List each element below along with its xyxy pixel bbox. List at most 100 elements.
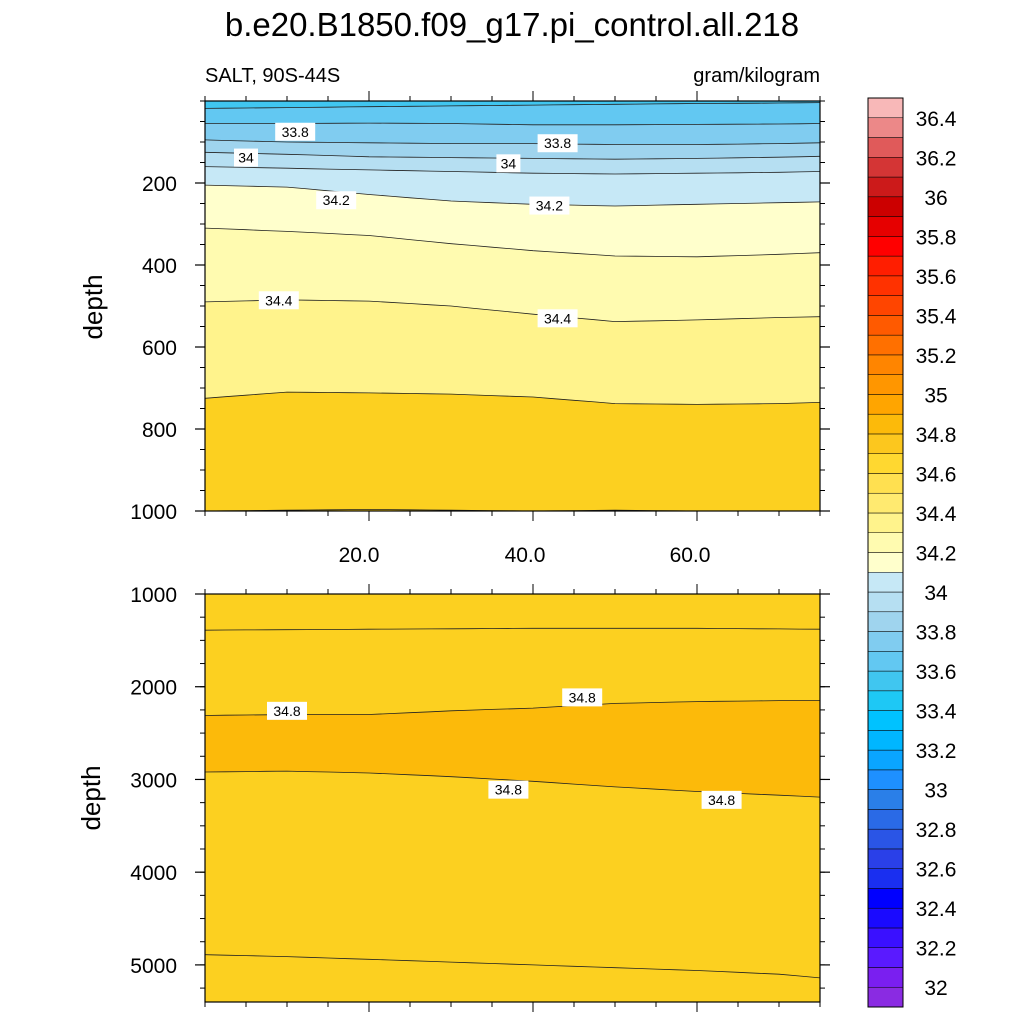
contour-line xyxy=(205,954,820,979)
colorbar-label: 33.6 xyxy=(916,661,957,684)
figure-title: b.e20.B1850.f09_g17.pi_control.all.218 xyxy=(225,6,799,43)
svg-text:34.4: 34.4 xyxy=(544,310,571,326)
y-tick-label: 4000 xyxy=(130,862,177,885)
svg-text:33.8: 33.8 xyxy=(282,124,309,140)
colorbar-swatch xyxy=(867,631,904,652)
colorbar-swatch xyxy=(867,690,904,711)
colorbar-swatch xyxy=(867,749,904,771)
x-tick-labels: 20.0 40.0 60.0 xyxy=(339,544,711,567)
y-tick-label: 2000 xyxy=(130,677,177,700)
lower-y-axis-label: depth xyxy=(76,765,106,830)
x-tick-label: 40.0 xyxy=(505,544,546,567)
colorbar-swatch xyxy=(867,334,904,356)
x-tick-label: 60.0 xyxy=(670,544,711,567)
colorbar-label: 36.4 xyxy=(916,108,957,131)
contour-label: 34 xyxy=(234,148,258,167)
contour-line xyxy=(205,166,820,175)
colorbar-swatch xyxy=(867,512,904,533)
colorbar-swatch xyxy=(867,354,904,375)
svg-text:34.2: 34.2 xyxy=(536,198,563,214)
colorbar-swatch xyxy=(867,117,904,138)
contour-label: 34.2 xyxy=(316,191,357,210)
contour-label: 34.2 xyxy=(529,196,570,215)
plot-frame xyxy=(204,593,821,1003)
colorbar-swatch xyxy=(867,809,904,830)
colorbar-label: 34.4 xyxy=(916,503,957,526)
contour-label: 34.4 xyxy=(258,291,299,310)
colorbar-label: 35.8 xyxy=(916,226,957,249)
contour-label: 34.8 xyxy=(488,780,529,799)
colorbar-swatch xyxy=(867,730,904,751)
colorbar-label: 33 xyxy=(924,780,947,803)
colorbar-swatch xyxy=(867,532,904,553)
colorbar-label: 32 xyxy=(924,977,947,1000)
lower-panel: 34.8 34.8 34.8 34.8 1000 2000 3000 4000 5000 xyxy=(130,584,830,1012)
colorbar-swatch xyxy=(867,670,904,692)
colorbar: 32 32.2 32.4 32.6 32.8 33 33.2 33.4 33.6 33.8 34 34… xyxy=(867,97,957,1008)
colorbar-swatch xyxy=(867,552,904,573)
colorbar-swatch xyxy=(867,394,904,415)
upper-panel: 33.8 33.8 34 34 34.2 34.2 34.4 34.4 200 400 600 800… xyxy=(130,91,830,524)
contour-line xyxy=(205,299,820,323)
colorbar-swatch xyxy=(867,137,904,158)
colorbar-swatch xyxy=(867,967,904,988)
colorbar-swatch xyxy=(867,828,904,850)
colorbar-swatch xyxy=(867,157,904,178)
svg-text:34.8: 34.8 xyxy=(569,689,596,705)
svg-text:34: 34 xyxy=(501,155,517,171)
colorbar-swatch xyxy=(867,868,904,889)
contour-label: 33.8 xyxy=(537,134,578,153)
y-tick-label: 200 xyxy=(142,173,177,196)
colorbar-swatch xyxy=(867,275,904,296)
svg-text:34.2: 34.2 xyxy=(323,192,350,208)
colorbar-swatch xyxy=(867,236,904,257)
svg-text:34.8: 34.8 xyxy=(708,792,735,808)
y-tick-label: 600 xyxy=(142,337,177,360)
colorbar-label: 34.2 xyxy=(916,543,957,566)
colorbar-swatch xyxy=(867,453,904,474)
contour-label: 34 xyxy=(496,154,521,173)
contour-label: 34.8 xyxy=(267,701,307,720)
colorbar-swatch xyxy=(867,769,904,790)
contour-label: 33.8 xyxy=(275,122,316,141)
colorbar-label: 34 xyxy=(924,582,948,605)
upper-y-axis-label: depth xyxy=(78,274,108,339)
colorbar-label: 32.2 xyxy=(916,938,957,961)
y-tick-label: 5000 xyxy=(130,955,177,978)
y-tick-label: 1000 xyxy=(130,501,177,524)
contour-line xyxy=(205,700,820,716)
colorbar-swatch xyxy=(867,651,904,672)
colorbar-label: 32.4 xyxy=(916,898,957,921)
contour-fill-band xyxy=(205,594,820,631)
colorbar-label: 35.4 xyxy=(916,305,957,328)
colorbar-swatch xyxy=(867,196,904,217)
colorbar-label: 35.6 xyxy=(916,266,957,289)
colorbar-swatch xyxy=(867,492,904,514)
contour-line xyxy=(205,391,820,405)
colorbar-label: 34.8 xyxy=(916,424,957,447)
colorbar-swatch xyxy=(867,433,904,454)
svg-text:34.4: 34.4 xyxy=(265,292,292,308)
colorbar-label: 33.2 xyxy=(916,740,957,763)
svg-text:34.8: 34.8 xyxy=(273,703,300,719)
contour-line xyxy=(205,627,820,631)
colorbar-label: 32.8 xyxy=(916,819,957,842)
contour-line xyxy=(205,139,820,145)
colorbar-swatch xyxy=(867,374,904,395)
colorbar-label: 32.6 xyxy=(916,859,957,882)
contour-label: 34.4 xyxy=(537,309,578,328)
colorbar-swatch xyxy=(867,216,904,237)
colorbar-swatch xyxy=(867,295,904,316)
colorbar-label: 35.2 xyxy=(916,345,957,368)
colorbar-label: 33.8 xyxy=(916,622,957,645)
contour-label: 34.8 xyxy=(562,688,603,707)
colorbar-swatch xyxy=(867,710,904,731)
colorbar-swatch xyxy=(867,986,904,1008)
svg-text:33.8: 33.8 xyxy=(544,135,571,151)
contour-line xyxy=(205,184,820,207)
y-tick-label: 400 xyxy=(142,255,177,278)
colorbar-swatch xyxy=(867,176,904,198)
colorbar-swatch xyxy=(867,255,904,277)
y-tick-label: 3000 xyxy=(130,769,177,792)
colorbar-swatch xyxy=(867,97,904,119)
